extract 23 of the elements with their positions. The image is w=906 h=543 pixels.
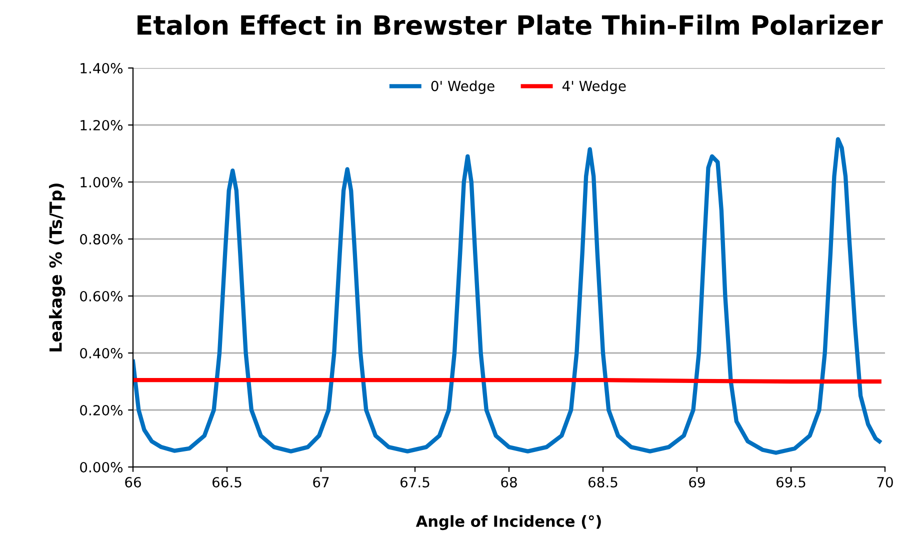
- x-tick-label: 70: [877, 476, 893, 488]
- legend-label: 4' Wedge: [562, 80, 626, 94]
- x-tick-label: 66.5: [212, 476, 242, 488]
- legend-label: 0' Wedge: [431, 80, 494, 94]
- x-tick-label: 67.5: [400, 476, 430, 488]
- y-tick-label: 1.40%: [80, 62, 123, 74]
- x-tick-label: 69: [689, 476, 705, 488]
- y-tick-label: 1.00%: [80, 176, 123, 188]
- x-tick-label: 66: [125, 476, 141, 488]
- x-tick-label: 68.5: [588, 476, 618, 488]
- x-tick-label: 69.5: [776, 476, 806, 488]
- line-series: [133, 137, 882, 455]
- x-axis-title: Angle of Incidence (°): [416, 515, 601, 530]
- y-axis-title: Leakage % (Ts/Tp): [49, 184, 66, 352]
- x-tick-label: 68: [501, 476, 517, 488]
- y-tick-label: 0.20%: [80, 404, 123, 416]
- y-tick-label: 0.00%: [80, 462, 123, 472]
- chart-title: Etalon Effect in Brewster Plate Thin-Film Polarizer: [138, 14, 883, 36]
- y-tick-label: 0.80%: [80, 234, 123, 244]
- y-tick-label: 0.60%: [80, 290, 123, 302]
- y-tick-label: 0.40%: [80, 348, 123, 358]
- y-tick-label: 1.20%: [80, 120, 123, 130]
- x-tick-label: 67: [313, 476, 329, 488]
